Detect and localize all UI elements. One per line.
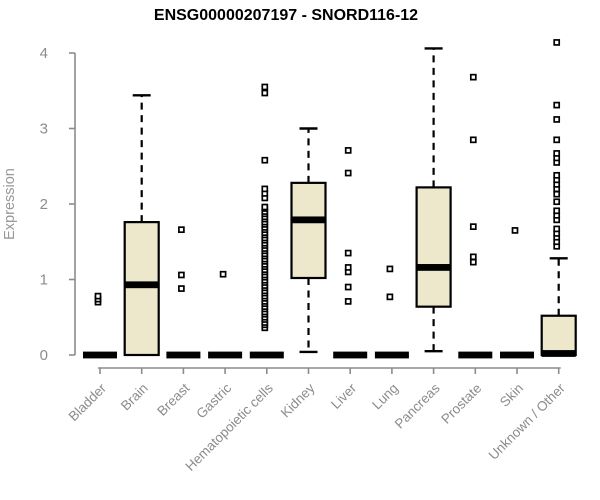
box-group-kidney (290, 127, 327, 354)
outlier-point (553, 198, 561, 206)
outlier-point (261, 83, 269, 91)
iqr-box (123, 221, 160, 357)
outlier-point (178, 271, 185, 279)
box-group-brain (123, 94, 160, 357)
x-tick-label: Brain (118, 381, 151, 414)
outlier-point (469, 253, 477, 261)
x-tick-label: Gastric (193, 380, 234, 421)
outlier-point (553, 136, 561, 144)
median-bar (249, 351, 284, 359)
y-tick-label: 1 (40, 272, 48, 289)
outlier-point (553, 39, 561, 46)
box-group-pancreas (415, 47, 452, 353)
y-tick-label: 4 (40, 45, 48, 62)
median-bar (333, 351, 368, 359)
outlier-point (178, 285, 185, 292)
median-bar (416, 264, 451, 271)
box-group-prostate (458, 73, 493, 359)
outlier-point (344, 264, 352, 271)
outlier-point (553, 171, 561, 179)
box-group-hematopoietic-cells (249, 83, 284, 359)
x-tick-label: Kidney (278, 380, 318, 420)
median-bar (208, 351, 243, 359)
iqr-box (415, 186, 452, 308)
box-group-bladder (83, 292, 117, 359)
outlier-point (553, 207, 561, 215)
outlier-point (344, 249, 352, 257)
median-bar (83, 351, 117, 359)
outlier-point (469, 258, 477, 266)
outlier-point (553, 101, 561, 109)
box-group-lung (374, 265, 409, 359)
x-tick-label: Unknown / Other (486, 380, 569, 463)
outlier-point (261, 156, 269, 164)
x-tick-label: Breast (154, 380, 192, 418)
x-tick-label: Liver (328, 380, 360, 412)
outlier-point (553, 116, 561, 123)
outlier-point (261, 203, 269, 211)
median-bar (291, 216, 326, 224)
outlier-point (469, 223, 477, 230)
box-group-skin (500, 227, 534, 359)
outlier-point (261, 89, 269, 97)
median-bar (166, 351, 201, 359)
outlier-point (261, 185, 269, 193)
outlier-point (219, 270, 227, 278)
outlier-point (386, 265, 394, 273)
box-group-unknown-other (540, 39, 577, 357)
y-tick-label: 2 (40, 196, 48, 213)
median-bar (500, 351, 534, 359)
outlier-point (386, 293, 394, 301)
outlier-point (178, 226, 185, 234)
outlier-point (553, 225, 561, 233)
outlier-point (553, 150, 561, 157)
y-tick-label: 0 (40, 347, 48, 364)
x-tick-label: Prostate (438, 381, 484, 427)
median-bar (541, 350, 576, 357)
x-tick-label: Bladder (66, 380, 110, 424)
outlier-point (94, 292, 102, 300)
outlier-point (469, 136, 477, 144)
boxes-layer (83, 39, 577, 359)
outlier-point (553, 190, 561, 198)
outlier-point (469, 73, 477, 81)
outlier-point (344, 298, 352, 305)
box-group-liver (333, 147, 368, 359)
median-bar (374, 351, 409, 359)
x-tick-label: Pancreas (392, 380, 443, 431)
box-group-breast (166, 226, 201, 359)
box-group-gastric (208, 270, 243, 359)
y-axis-label: Expression (2, 168, 18, 240)
median-bar (124, 281, 159, 289)
iqr-box (290, 181, 327, 280)
outlier-point (344, 283, 352, 291)
outlier-point (344, 169, 352, 177)
y-tick-label: 3 (40, 121, 48, 138)
outlier-point (511, 227, 519, 234)
x-tick-label: Skin (497, 381, 526, 410)
iqr-box (540, 314, 577, 357)
x-tick-label: Lung (369, 381, 401, 413)
median-bar (458, 351, 493, 359)
chart-title: ENSG00000207197 - SNORD116-12 (154, 7, 418, 24)
outlier-point (344, 147, 352, 154)
